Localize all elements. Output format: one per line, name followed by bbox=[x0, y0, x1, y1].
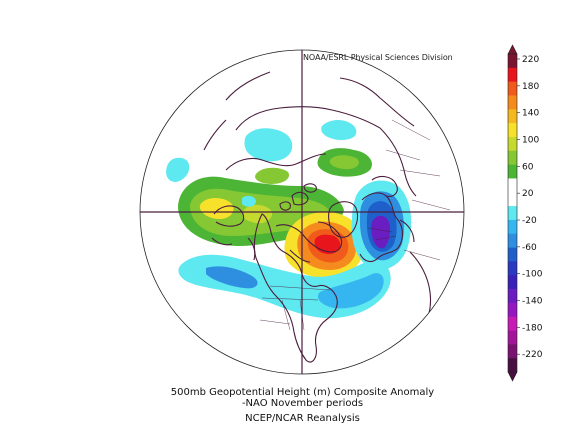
colorbar-segment bbox=[508, 54, 517, 69]
anomaly-lightgreen-central bbox=[242, 204, 273, 224]
caption-dataset: NCEP/NCAR Reanalysis bbox=[245, 413, 360, 424]
credit-text: NOAA/ESRL Physical Sciences Division bbox=[303, 53, 453, 62]
colorbar-label: 20 bbox=[522, 189, 534, 199]
anomaly-blue-south bbox=[206, 266, 258, 289]
anomaly-lightgreen-north bbox=[329, 155, 359, 170]
colorbar-label: -220 bbox=[522, 350, 543, 360]
colorbar-segment bbox=[508, 136, 517, 152]
colorbar-label: 140 bbox=[522, 109, 539, 119]
colorbar-label: -180 bbox=[522, 323, 543, 333]
anomaly-purple-europe bbox=[371, 215, 391, 249]
colorbar-arrow-top bbox=[507, 44, 518, 55]
colorbar-segment bbox=[508, 330, 517, 345]
coastlines bbox=[203, 71, 432, 363]
colorbar-segment bbox=[508, 289, 517, 304]
colorbar-segment bbox=[508, 178, 517, 193]
colorbar-segment bbox=[508, 67, 517, 82]
anomaly-yellow-west bbox=[199, 197, 234, 220]
colorbar-segment bbox=[508, 219, 517, 235]
colorbar-label: 220 bbox=[522, 55, 539, 65]
colorbar-label: 100 bbox=[522, 136, 539, 146]
colorbar-label: 180 bbox=[522, 82, 539, 92]
colorbar: 220 180 140 100 60 20 -20 -60 -100 -140 -180 -220 bbox=[507, 44, 543, 382]
colorbar-segment bbox=[508, 233, 517, 248]
borders bbox=[259, 119, 451, 331]
colorbar-segment bbox=[508, 275, 517, 290]
colorbar-segment bbox=[508, 109, 517, 124]
colorbar-segment bbox=[508, 302, 517, 317]
colorbar-segment bbox=[508, 206, 517, 221]
graticule bbox=[140, 50, 464, 374]
colorbar-segment bbox=[508, 247, 517, 262]
colorbar-segment bbox=[508, 344, 517, 359]
anomaly-green-nw bbox=[255, 167, 290, 184]
colorbar-segment bbox=[508, 164, 517, 179]
colorbar-segment bbox=[508, 150, 517, 165]
colorbar-segment bbox=[508, 261, 517, 276]
anomaly-lightblue-n bbox=[321, 120, 357, 140]
colorbar-segment bbox=[508, 81, 517, 96]
caption-title: 500mb Geopotential Height (m) Composite … bbox=[170, 387, 435, 398]
colorbar-segment bbox=[508, 95, 517, 110]
colorbar-segment bbox=[508, 123, 517, 138]
colorbar-label: 60 bbox=[522, 162, 534, 172]
colorbar-label: -20 bbox=[522, 216, 537, 226]
anomaly-lightblue-w bbox=[166, 157, 190, 182]
caption-subtitle: -NAO November periods bbox=[241, 398, 364, 409]
anomaly-blue-atlantic bbox=[317, 273, 384, 309]
colorbar-arrow-bottom bbox=[507, 371, 518, 382]
colorbar-label: -60 bbox=[522, 243, 537, 253]
colorbar-segment bbox=[508, 316, 517, 331]
colorbar-segment bbox=[508, 358, 517, 373]
anomaly-lightblue-nw bbox=[244, 128, 293, 162]
colorbar-label: -100 bbox=[522, 270, 543, 280]
colorbar-segment bbox=[508, 192, 517, 207]
colorbar-label: -140 bbox=[522, 297, 543, 307]
anomaly-lightblue-e bbox=[242, 195, 256, 207]
